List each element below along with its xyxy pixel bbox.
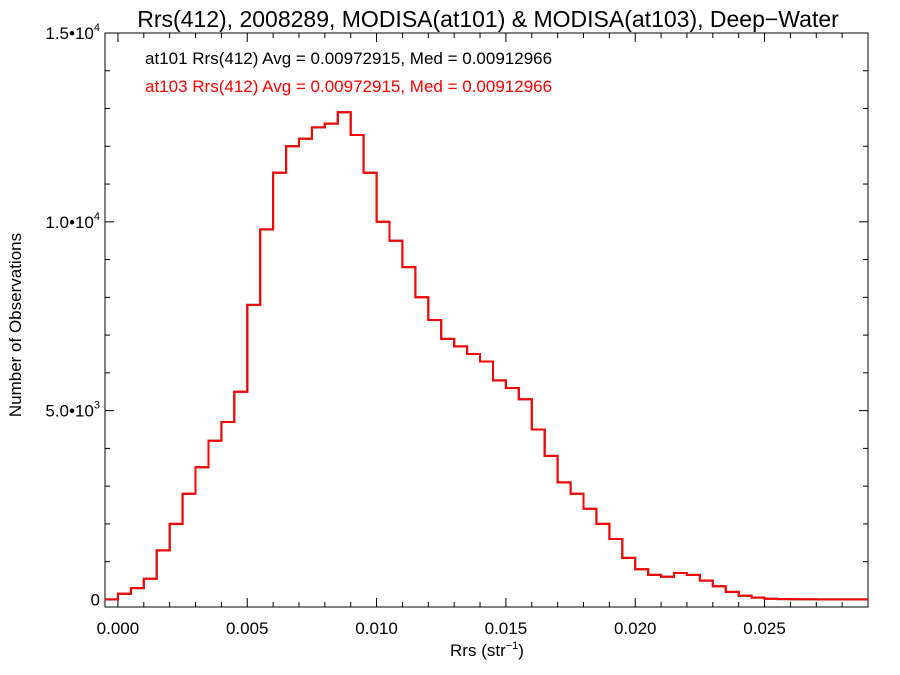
plot-border [104,32,869,608]
y-tick-label: 1.5•104 [45,22,100,43]
x-tick-label: 0.015 [485,619,528,638]
y-tick-label: 1.0•104 [45,211,100,232]
series-layer [105,111,868,601]
series-line-at103 [105,111,868,601]
x-tick-label: 0.005 [226,619,269,638]
y-tick-label: 5.0•103 [45,400,100,421]
annotation-at103: at103 Rrs(412) Avg = 0.00972915, Med = 0… [145,77,552,96]
annotation-at101: at101 Rrs(412) Avg = 0.00972915, Med = 0… [145,49,552,68]
y-tick-label: 0 [91,590,100,609]
x-tick-label: 0.025 [743,619,786,638]
x-tick-label: 0.020 [614,619,657,638]
series-line-at101 [105,111,868,601]
x-axis: 0.000 0.005 0.010 0.015 0.020 0.025 [97,33,869,638]
x-tick-label: 0.010 [355,619,398,638]
plot-frame [104,32,869,608]
x-tick-label: 0.000 [97,619,140,638]
chart-title: Rrs(412), 2008289, MODISA(at101) & MODIS… [137,6,839,32]
x-axis-label: Rrs (str−1) [450,640,524,660]
y-axis-label: Number of Observations [6,233,25,417]
y-axis: 0 5.0•103 1.0•104 1.5•104 [45,22,868,609]
